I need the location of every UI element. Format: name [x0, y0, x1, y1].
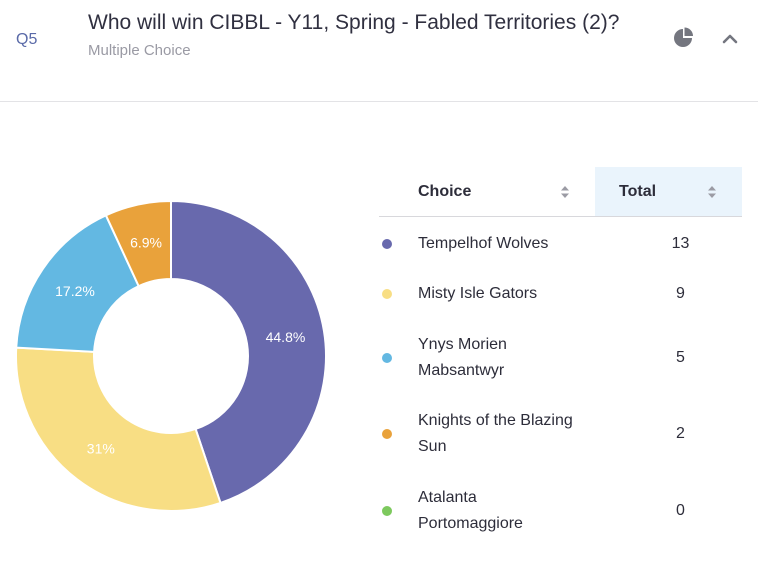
question-title: Who will win CIBBL - Y11, Spring - Fable…	[88, 11, 620, 34]
donut-slice[interactable]	[170, 199, 327, 505]
donut-slice[interactable]	[15, 346, 222, 512]
question-type: Multiple Choice	[88, 42, 191, 59]
row-total: 13	[671, 235, 690, 252]
pie-chart-icon[interactable]	[672, 27, 694, 49]
row-total: 9	[676, 285, 685, 302]
slice-percent-label: 17.2%	[55, 283, 95, 299]
question-number: Q5	[16, 31, 38, 48]
column-header-choice[interactable]: Choice	[379, 167, 595, 216]
row-choice-label: Atalanta Portomaggiore	[418, 489, 523, 532]
legend-dot	[382, 429, 392, 439]
sort-icon	[561, 186, 569, 198]
legend-dot	[382, 506, 392, 516]
row-choice-label: Ynys Morien Mabsantwyr	[418, 336, 507, 379]
sort-icon	[708, 186, 716, 198]
slice-percent-label: 44.8%	[266, 329, 306, 345]
table-header: Choice Total	[379, 167, 742, 217]
legend-dot	[382, 239, 392, 249]
row-total: 5	[676, 349, 685, 366]
donut-slice[interactable]	[104, 199, 172, 288]
row-choice-label: Knights of the Blazing Sun	[418, 412, 573, 455]
legend-dot	[382, 353, 392, 363]
row-total: 0	[676, 502, 685, 519]
row-choice-label: Tempelhof Wolves	[418, 235, 549, 252]
slice-percent-label: 6.9%	[130, 235, 162, 251]
column-header-total-label: Total	[619, 183, 657, 200]
chevron-up-icon[interactable]	[719, 28, 741, 50]
question-header: Q5 Who will win CIBBL - Y11, Spring - Fa…	[0, 0, 758, 102]
column-header-choice-label: Choice	[418, 183, 472, 200]
slice-percent-label: 31%	[87, 440, 115, 456]
results-table: Choice Total Tempelhof Wolves 13 Misty I…	[379, 167, 742, 532]
donut-slice[interactable]	[15, 213, 140, 353]
column-header-total[interactable]: Total	[595, 167, 742, 216]
row-choice-label: Misty Isle Gators	[418, 285, 538, 302]
row-total: 2	[676, 425, 685, 442]
legend-dot	[382, 289, 392, 299]
donut-chart: 44.8% 31% 17.2% 6.9%	[15, 199, 327, 512]
